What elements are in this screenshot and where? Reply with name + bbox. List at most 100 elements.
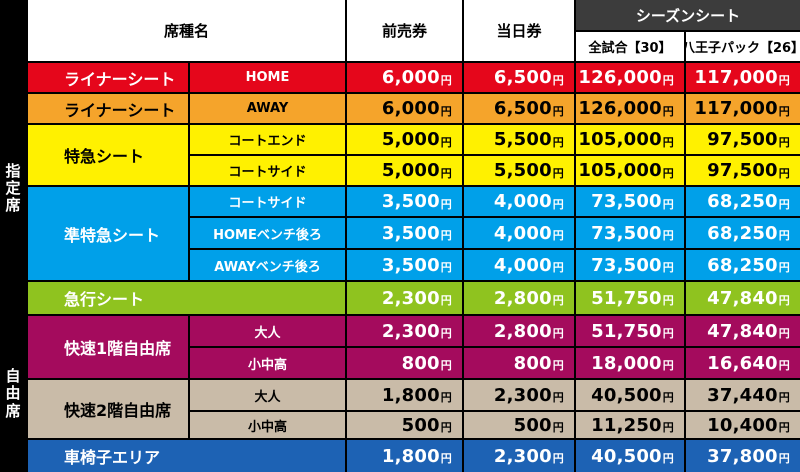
seat-name: ライナーシート [28,63,188,92]
price-same-day: 2,300 円 [464,380,574,410]
yen-unit: 円 [662,261,674,274]
yen-unit: 円 [778,166,790,180]
price-advance: 800 円 [347,348,462,378]
yen-unit: 円 [440,294,452,307]
header-seat-name: 席種名 [28,0,345,61]
seat-sub-type: コートサイド [190,187,345,216]
seat-sub-type: 小中高 [190,348,345,378]
price-hachioji-pack: 37,800 円 [686,440,800,472]
yen-unit: 円 [778,359,790,372]
seat-name: 車椅子エリア [28,440,345,472]
yen-unit: 円 [552,135,564,149]
section-char: 席 [5,196,21,215]
yen-unit: 円 [778,197,790,211]
price-hachioji-pack: 117,000 円 [686,94,800,123]
yen-unit: 円 [440,391,452,404]
price-all-games: 73,500 円 [576,218,684,248]
price-hachioji-pack: 10,400 円 [686,412,800,438]
section-label-reserved: 指 定 席 [0,63,26,314]
seat-sub-type: HOMEベンチ後ろ [190,218,345,248]
price-advance: 3,500 円 [347,250,462,280]
price-same-day: 4,000 円 [464,187,574,216]
price-advance: 5,000 円 [347,125,462,154]
yen-unit: 円 [662,421,674,434]
price-all-games: 73,500 円 [576,250,684,280]
price-same-day: 5,500 円 [464,156,574,185]
yen-unit: 円 [662,104,674,118]
price-all-games: 40,500 円 [576,380,684,410]
price-advance: 3,500 円 [347,218,462,248]
price-all-games: 51,750 円 [576,316,684,346]
price-all-games: 105,000 円 [576,125,684,154]
price-hachioji-pack: 117,000 円 [686,63,800,92]
price-same-day: 5,500 円 [464,125,574,154]
seat-sub-type: HOME [190,63,345,92]
price-hachioji-pack: 68,250 円 [686,250,800,280]
header-season: シーズンシート [576,0,800,30]
yen-unit: 円 [662,452,674,465]
price-advance: 2,300 円 [347,316,462,346]
yen-unit: 円 [552,327,564,340]
seat-sub-type: コートエンド [190,125,345,154]
price-advance: 1,800 円 [347,380,462,410]
price-all-games: 105,000 円 [576,156,684,185]
seat-sub-type: 小中高 [190,412,345,438]
section-char: 席 [5,401,21,420]
section-char: 由 [5,384,21,403]
price-all-games: 11,250 円 [576,412,684,438]
price-advance: 5,000 円 [347,156,462,185]
price-advance: 6,000 円 [347,63,462,92]
yen-unit: 円 [552,359,564,372]
yen-unit: 円 [778,294,790,307]
yen-unit: 円 [662,166,674,180]
yen-unit: 円 [552,229,564,242]
price-all-games: 73,500 円 [576,187,684,216]
yen-unit: 円 [662,135,674,149]
seat-sub-type: コートサイド [190,156,345,185]
section-char: 定 [5,178,21,197]
yen-unit: 円 [778,73,790,87]
yen-unit: 円 [552,166,564,180]
yen-unit: 円 [778,421,790,434]
price-same-day: 4,000 円 [464,218,574,248]
price-advance: 6,000 円 [347,94,462,123]
yen-unit: 円 [662,359,674,372]
price-advance: 500 円 [347,412,462,438]
price-advance: 2,300 円 [347,282,462,314]
seat-name: ライナーシート [28,94,188,123]
header-same-day: 当日券 [464,0,574,61]
price-same-day: 500 円 [464,412,574,438]
price-hachioji-pack: 47,840 円 [686,316,800,346]
yen-unit: 円 [662,197,674,211]
price-same-day: 800 円 [464,348,574,378]
section-label-free: 自 由 席 [0,316,26,472]
header-advance: 前売券 [347,0,462,61]
price-hachioji-pack: 97,500 円 [686,125,800,154]
yen-unit: 円 [778,391,790,404]
seat-sub-type: 大人 [190,316,345,346]
yen-unit: 円 [440,135,452,149]
yen-unit: 円 [440,229,452,242]
seat-name: 急行シート [28,282,345,314]
price-same-day: 2,800 円 [464,316,574,346]
yen-unit: 円 [440,104,452,118]
seat-name: 快速1階自由席 [28,316,188,378]
price-advance: 3,500 円 [347,187,462,216]
yen-unit: 円 [552,452,564,465]
yen-unit: 円 [778,327,790,340]
seat-sub-type: AWAYベンチ後ろ [190,250,345,280]
header-all-games: 全試合【30】 [576,32,684,61]
price-all-games: 18,000 円 [576,348,684,378]
yen-unit: 円 [440,327,452,340]
price-hachioji-pack: 68,250 円 [686,187,800,216]
yen-unit: 円 [778,104,790,118]
price-same-day: 6,500 円 [464,94,574,123]
seat-name: 特急シート [28,125,188,185]
yen-unit: 円 [552,261,564,274]
yen-unit: 円 [552,73,564,87]
price-all-games: 126,000 円 [576,63,684,92]
section-char: 自 [5,367,21,386]
price-hachioji-pack: 97,500 円 [686,156,800,185]
price-all-games: 51,750 円 [576,282,684,314]
